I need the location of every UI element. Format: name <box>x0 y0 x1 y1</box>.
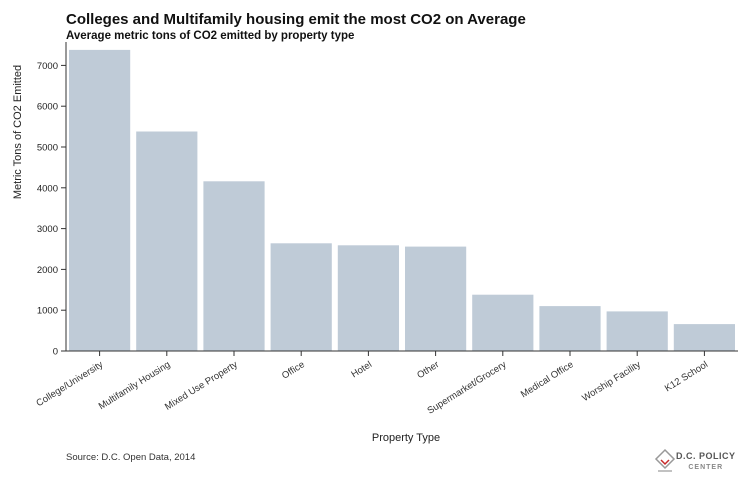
x-tick-label: Office <box>280 359 307 381</box>
x-tick-label: College/University <box>34 359 105 409</box>
source-note: Source: D.C. Open Data, 2014 <box>66 452 196 463</box>
bar-supermarket-grocery <box>472 294 534 351</box>
bar-k12-school <box>673 324 735 351</box>
x-tick-label: Worship Facility <box>580 359 643 404</box>
y-tick-label: 1000 <box>37 306 58 317</box>
x-tick-label: Multifamily Housing <box>97 359 173 412</box>
bar-office <box>270 243 332 351</box>
x-tick-label: Other <box>415 359 441 381</box>
dc-policy-center-logo: D.C. POLICY CENTER <box>654 448 746 478</box>
y-tick-label: 0 <box>53 347 58 358</box>
logo-line2: CENTER <box>688 464 724 471</box>
y-tick-label: 2000 <box>37 265 58 276</box>
bar-other <box>405 246 467 351</box>
y-axis: 0 1000 2000 3000 4000 5000 6000 7000 <box>37 42 67 358</box>
x-tick-label: Hotel <box>349 359 374 380</box>
bar-worship-facility <box>606 311 668 351</box>
logo-line1: D.C. POLICY <box>676 451 736 461</box>
chart-title: Colleges and Multifamily housing emit th… <box>66 11 526 28</box>
bar-college-university <box>69 49 131 352</box>
y-tick-label: 6000 <box>37 102 58 113</box>
bar-medical-office <box>539 306 601 351</box>
y-tick-label: 4000 <box>37 183 58 194</box>
x-tick-label: K12 School <box>663 359 710 394</box>
y-tick-label: 3000 <box>37 224 58 235</box>
bar-multifamily-housing <box>136 131 198 351</box>
bars-group <box>69 49 735 352</box>
y-axis-label: Metric Tons of CO2 Emitted <box>12 65 24 199</box>
x-axis-label: Property Type <box>372 432 440 444</box>
y-tick-label: 5000 <box>37 143 58 154</box>
bar-mixed-use-property <box>203 181 265 351</box>
y-tick-label: 7000 <box>37 61 58 72</box>
chart-subtitle: Average metric tons of CO2 emitted by pr… <box>66 30 355 42</box>
x-tick-label: Medical Office <box>519 359 576 400</box>
dc-map-icon <box>654 448 676 472</box>
bar-hotel <box>337 245 399 351</box>
x-tick-label: Mixed Use Property <box>163 359 240 413</box>
